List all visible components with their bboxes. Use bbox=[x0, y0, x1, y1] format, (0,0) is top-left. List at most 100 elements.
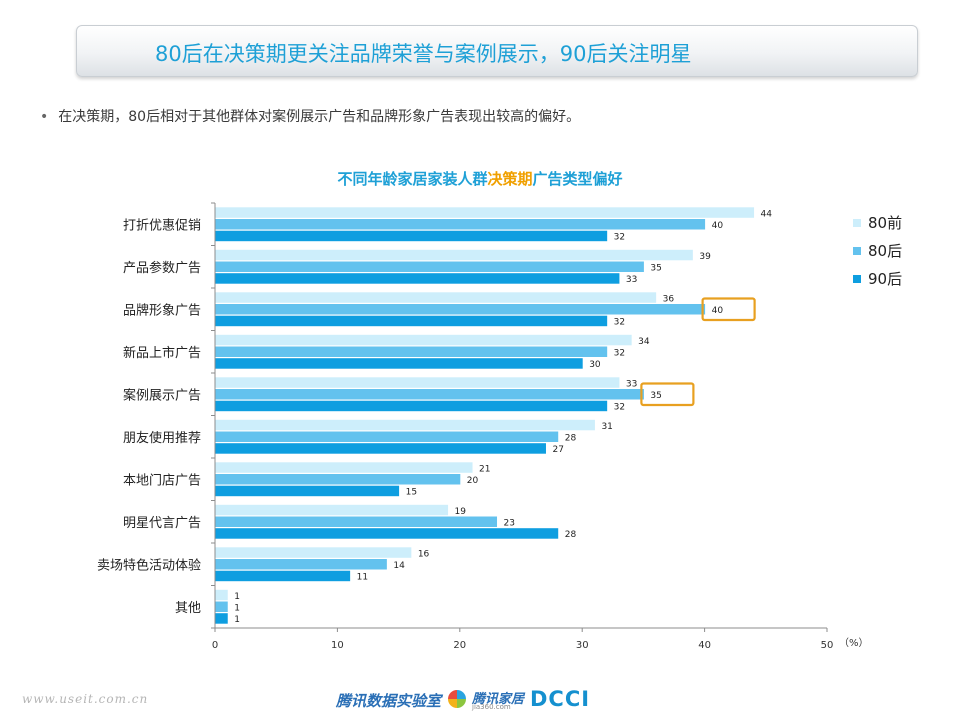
bar bbox=[215, 261, 644, 272]
category-label: 卖场特色活动体验 bbox=[97, 557, 201, 573]
legend-label: 80后 bbox=[868, 242, 902, 260]
category-label: 新品上市广告 bbox=[123, 345, 201, 361]
x-tick-label: 30 bbox=[576, 640, 589, 651]
highlight-box bbox=[701, 297, 756, 322]
bar bbox=[215, 443, 546, 454]
category-label: 明星代言广告 bbox=[123, 516, 201, 531]
data-label: 40 bbox=[712, 221, 724, 231]
bar bbox=[215, 504, 449, 516]
category-label: 朋友使用推荐 bbox=[123, 430, 201, 446]
legend-swatch bbox=[853, 247, 861, 255]
category-label: 其他 bbox=[175, 601, 201, 616]
x-tick-label: 10 bbox=[331, 640, 344, 651]
bar bbox=[215, 273, 620, 284]
data-label: 44 bbox=[761, 209, 773, 219]
category-label: 本地门店广告 bbox=[123, 473, 201, 488]
data-label: 1 bbox=[234, 604, 240, 614]
data-label: 32 bbox=[614, 403, 625, 413]
tencent-home-logo-text: 腾讯家居 bbox=[472, 692, 525, 707]
tencent-home-logo-icon bbox=[448, 690, 466, 708]
data-label: 32 bbox=[614, 233, 625, 243]
bar bbox=[215, 230, 608, 242]
bar bbox=[215, 219, 706, 230]
title-bar: 80后在决策期更关注品牌荣誉与案例展示，90后关注明星 bbox=[76, 25, 918, 77]
x-tick-label: 0 bbox=[212, 640, 218, 651]
bar bbox=[215, 589, 228, 601]
legend-swatch bbox=[853, 219, 861, 227]
data-label: 1 bbox=[234, 615, 240, 625]
data-label: 16 bbox=[418, 549, 430, 559]
legend-label: 80前 bbox=[868, 214, 902, 232]
bar bbox=[215, 601, 228, 612]
category-label: 产品参数广告 bbox=[123, 260, 201, 276]
data-label: 36 bbox=[663, 294, 675, 304]
data-label: 19 bbox=[455, 507, 467, 517]
highlight-box bbox=[640, 382, 695, 407]
dcci-logo: DCCI bbox=[530, 687, 591, 711]
bar bbox=[215, 334, 632, 346]
bar bbox=[215, 207, 755, 218]
data-label: 20 bbox=[467, 476, 479, 486]
data-label: 28 bbox=[565, 434, 577, 444]
bar bbox=[215, 613, 228, 624]
bar bbox=[215, 559, 387, 570]
legend-label: 90后 bbox=[868, 270, 902, 288]
x-tick-label: 20 bbox=[453, 640, 466, 651]
bar bbox=[215, 249, 693, 261]
data-label: 35 bbox=[650, 391, 661, 401]
bar bbox=[215, 377, 620, 388]
bar bbox=[215, 400, 608, 412]
bar bbox=[215, 474, 461, 485]
data-label: 35 bbox=[650, 264, 661, 274]
data-label: 40 bbox=[712, 306, 724, 316]
data-label: 15 bbox=[406, 488, 417, 498]
category-label: 案例展示广告 bbox=[123, 388, 201, 403]
x-tick-label: 50 bbox=[821, 640, 834, 651]
bar bbox=[215, 315, 608, 327]
bullet-text: 在决策期，80后相对于其他群体对案例展示广告和品牌形象广告表现出较高的偏好。 bbox=[58, 109, 581, 125]
page-title: 80后在决策期更关注品牌荣誉与案例展示，90后关注明星 bbox=[155, 42, 692, 66]
data-label: 21 bbox=[479, 464, 490, 474]
data-label: 14 bbox=[393, 561, 405, 571]
footer-url: www.useit.com.cn bbox=[22, 692, 149, 706]
bullet-point: • 在决策期，80后相对于其他群体对案例展示广告和品牌形象广告表现出较高的偏好。 bbox=[40, 106, 580, 126]
tencent-data-lab-logo: 腾讯数据实验室 bbox=[336, 692, 442, 710]
bar bbox=[215, 346, 608, 357]
data-label: 32 bbox=[614, 349, 625, 359]
bullet-dot-icon: • bbox=[40, 109, 49, 125]
data-label: 11 bbox=[357, 573, 368, 583]
bar bbox=[215, 462, 473, 473]
bar bbox=[215, 389, 644, 400]
data-label: 32 bbox=[614, 318, 625, 328]
bar bbox=[215, 528, 559, 539]
chart-title-part3: 广告类型偏好 bbox=[532, 170, 623, 188]
chart-title-part1: 不同年龄家居家装人群 bbox=[337, 170, 488, 188]
bar bbox=[215, 292, 657, 303]
bar bbox=[215, 431, 559, 442]
data-label: 34 bbox=[638, 337, 650, 347]
x-tick-label: 40 bbox=[698, 640, 711, 651]
chart-title-highlight: 决策期 bbox=[487, 170, 533, 188]
bar bbox=[215, 570, 351, 582]
data-label: 33 bbox=[626, 379, 637, 389]
bar bbox=[215, 485, 400, 497]
bar bbox=[215, 304, 706, 315]
data-label: 23 bbox=[504, 519, 515, 529]
data-label: 31 bbox=[601, 422, 612, 432]
bar bbox=[215, 419, 595, 431]
data-label: 27 bbox=[552, 445, 563, 455]
legend-swatch bbox=[853, 275, 861, 283]
x-unit-label: （%） bbox=[839, 637, 869, 649]
bar bbox=[215, 516, 498, 527]
chart-title: 不同年龄家居家装人群决策期广告类型偏好 bbox=[0, 168, 960, 189]
data-label: 30 bbox=[589, 360, 601, 370]
category-label: 打折优惠促销 bbox=[123, 218, 201, 233]
tencent-home-logo-sub: jia360.com bbox=[472, 703, 511, 711]
data-label: 39 bbox=[699, 252, 711, 262]
data-label: 1 bbox=[234, 592, 240, 602]
bar bbox=[215, 358, 583, 369]
data-label: 28 bbox=[565, 530, 577, 540]
category-label: 品牌形象广告 bbox=[123, 302, 201, 318]
bar bbox=[215, 547, 412, 558]
